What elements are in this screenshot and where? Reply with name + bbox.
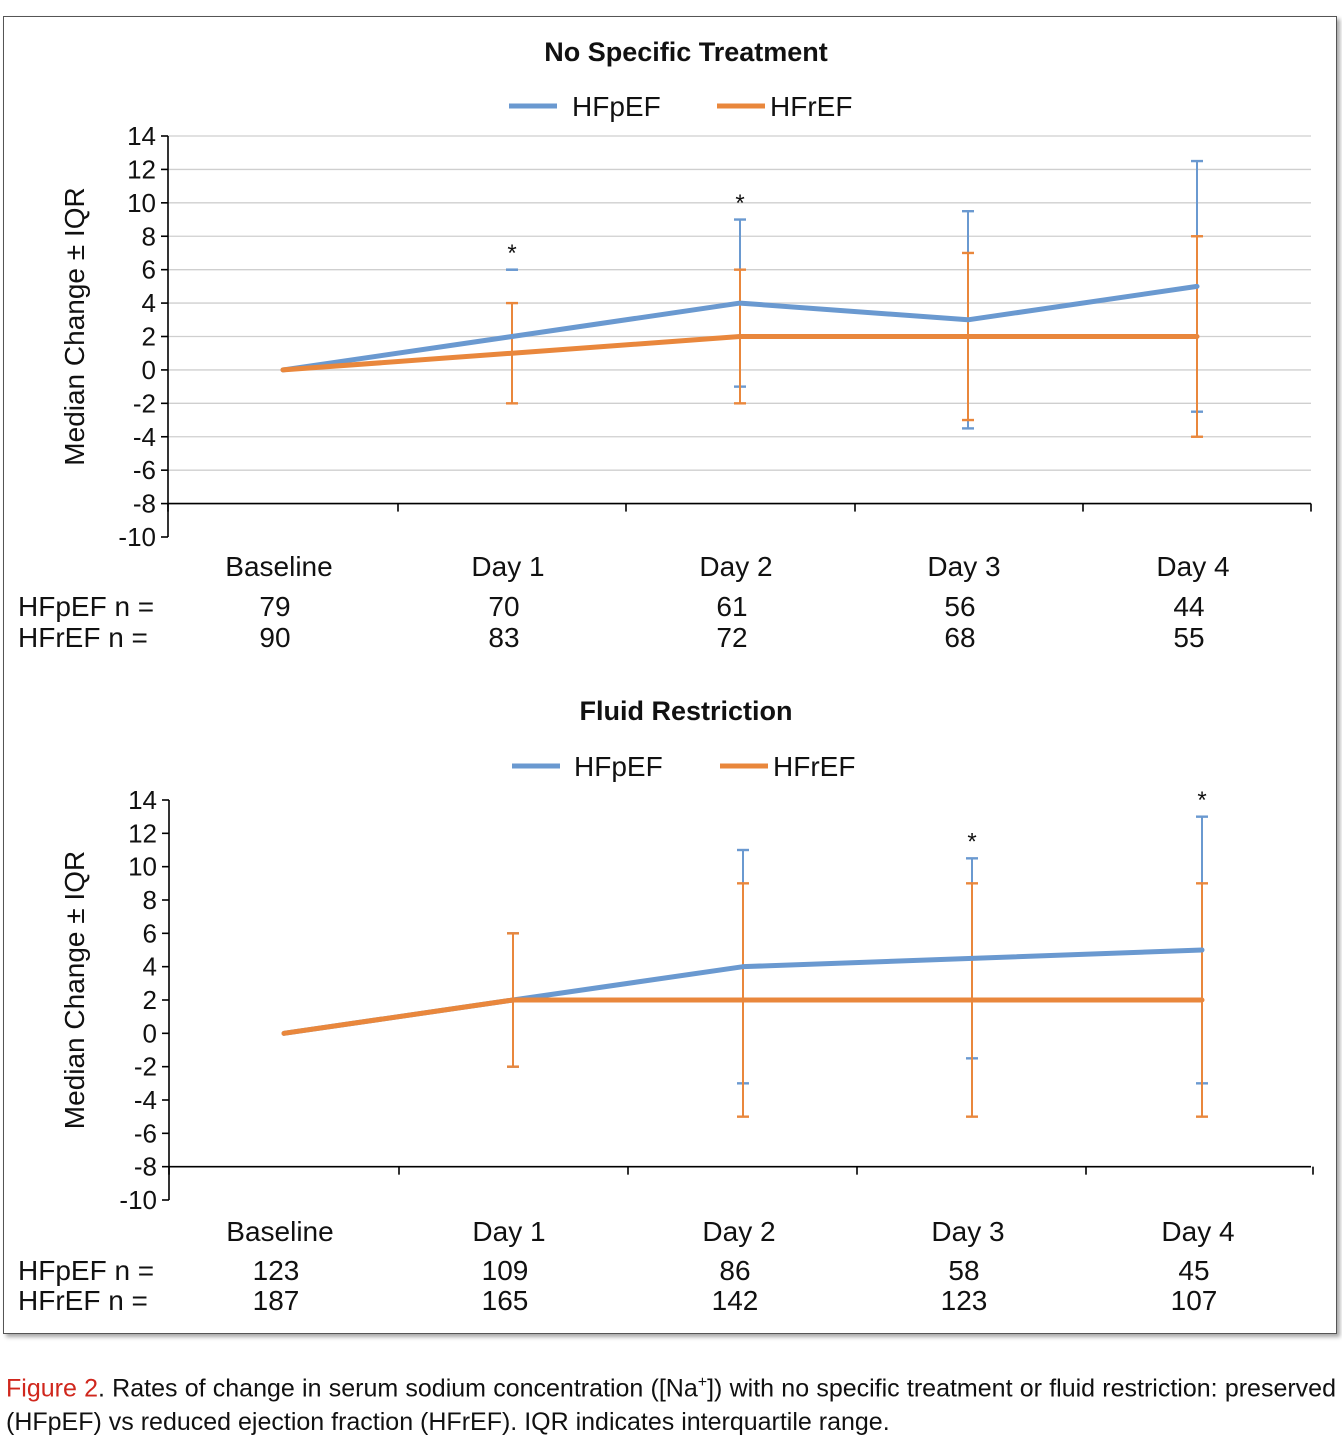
chart1-n-value: 72: [716, 622, 747, 653]
chart2-title: Fluid Restriction: [579, 696, 792, 726]
caption-superscript: +: [697, 1374, 708, 1391]
chart1-n-value: 70: [488, 591, 519, 622]
chart1-n-value: 44: [1173, 591, 1204, 622]
chart2-n-value: 86: [719, 1255, 750, 1286]
chart2-y-axis-title: Median Change ± IQR: [59, 851, 90, 1129]
chart2-y-tick-label: 10: [128, 852, 157, 882]
chart1-y-tick-label: -2: [133, 388, 156, 418]
chart1-y-tick-label: 2: [142, 322, 156, 352]
chart2-y-tick-label: -2: [134, 1052, 157, 1082]
chart1-legend-label-hfpef: HFpEF: [572, 91, 661, 122]
chart2-y-tick-label: 2: [143, 985, 157, 1015]
chart2-n-value: 187: [253, 1285, 300, 1316]
chart1-n-value: 61: [716, 591, 747, 622]
chart1-n-value: 68: [944, 622, 975, 653]
chart2-n-value: 45: [1178, 1255, 1209, 1286]
chart2-y-tick-label: 6: [143, 918, 157, 948]
chart1-category-label: Day 4: [1156, 551, 1229, 582]
chart1-significance-marker: *: [507, 240, 516, 267]
caption-label: Figure 2: [6, 1374, 98, 1403]
chart1-category-label: Day 2: [699, 551, 772, 582]
chart1-title: No Specific Treatment: [544, 37, 828, 67]
chart1-hfpef-line: [280, 283, 1200, 373]
chart1-y-tick-label: -6: [133, 455, 156, 485]
chart2-y-tick-label: 0: [143, 1018, 157, 1048]
chart1-y-tick-label: 12: [127, 154, 156, 184]
chart1-category-label: Baseline: [225, 551, 332, 582]
chart2-n-value: 165: [482, 1285, 529, 1316]
chart1-legend-label-hfref: HFrEF: [770, 91, 852, 122]
chart2-y-tick-label: -10: [119, 1185, 157, 1215]
chart2-y-tick-label: -4: [134, 1085, 157, 1115]
figure-caption: Figure 2. Rates of change in serum sodiu…: [6, 1366, 1336, 1439]
chart1-y-tick-label: -10: [118, 522, 156, 552]
chart1-n-value: 56: [944, 591, 975, 622]
chart1-y-tick-label: -8: [133, 489, 156, 519]
chart2-n-row-label: HFpEF n =: [18, 1255, 154, 1286]
chart2-y-tick-label: 12: [128, 818, 157, 848]
chart1-n-value: 79: [259, 591, 290, 622]
chart1-y-tick-label: 10: [127, 188, 156, 218]
chart1-y-tick-label: 4: [142, 288, 156, 318]
chart2-n-value: 58: [948, 1255, 979, 1286]
chart1-y-axis-title: Median Change ± IQR: [59, 187, 90, 465]
chart1-y-tick-label: 6: [142, 255, 156, 285]
chart2-legend-label-hfpef: HFpEF: [574, 751, 663, 782]
chart1-n-row-label: HFrEF n =: [18, 622, 148, 653]
chart1-n-value: 83: [488, 622, 519, 653]
chart1-y-tick-label: -4: [133, 422, 156, 452]
chart2-y-tick-label: 14: [128, 785, 157, 815]
chart2-n-value: 109: [482, 1255, 529, 1286]
caption-text-1: . Rates of change in serum sodium concen…: [98, 1374, 698, 1403]
chart2-n-value: 123: [253, 1255, 300, 1286]
chart2-significance-marker: *: [1197, 787, 1206, 814]
chart2-hfref-line: [281, 997, 1205, 1036]
chart1-category-label: Day 3: [927, 551, 1000, 582]
chart2-category-label: Day 4: [1161, 1216, 1234, 1247]
chart2-legend-label-hfref: HFrEF: [773, 751, 855, 782]
chart2-category-label: Day 2: [702, 1216, 775, 1247]
chart2-y-tick-label: 4: [143, 952, 157, 982]
chart1-n-value: 90: [259, 622, 290, 653]
chart1-y-tick-label: 14: [127, 121, 156, 151]
chart2-y-tick-label: -6: [134, 1118, 157, 1148]
chart2-y-tick-label: 8: [143, 885, 157, 915]
chart2-n-value: 123: [941, 1285, 988, 1316]
chart1-y-tick-label: 8: [142, 221, 156, 251]
caption-text-2: ]) with no specific treatment or fluid r…: [6, 1374, 1336, 1437]
chart2-category-label: Day 1: [472, 1216, 545, 1247]
chart2-category-label: Day 3: [931, 1216, 1004, 1247]
chart1-hfref-line: [280, 334, 1200, 373]
chart1-category-label: Day 1: [471, 551, 544, 582]
chart1-n-row-label: HFpEF n =: [18, 591, 154, 622]
chart2-n-row-label: HFrEF n =: [18, 1285, 148, 1316]
chart2-significance-marker: *: [967, 829, 976, 856]
chart2-category-label: Baseline: [226, 1216, 333, 1247]
chart2-n-value: 142: [712, 1285, 759, 1316]
chart1-significance-marker: *: [735, 190, 744, 217]
chart2-y-tick-label: -8: [134, 1152, 157, 1182]
chart1-y-tick-label: 0: [142, 355, 156, 385]
chart1-n-value: 55: [1173, 622, 1204, 653]
chart2-n-value: 107: [1171, 1285, 1218, 1316]
